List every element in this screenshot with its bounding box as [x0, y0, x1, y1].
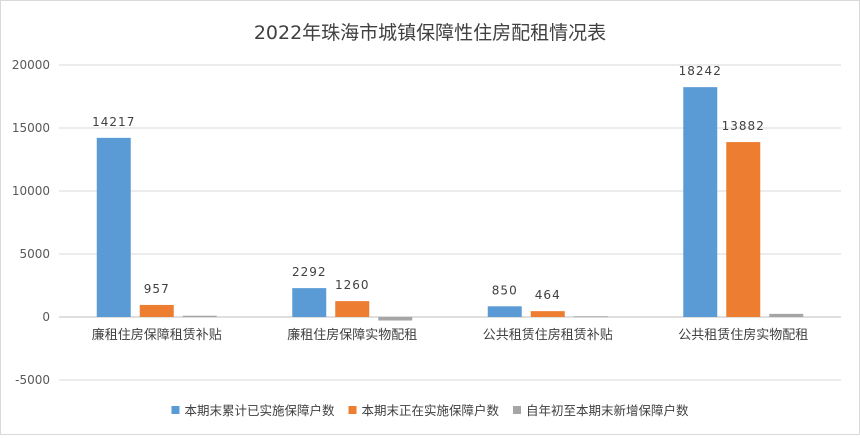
- x-category-label: 公共租赁住房实物配租: [678, 327, 808, 343]
- data-label: 13882: [722, 119, 765, 133]
- data-labels: 14217 957 2292 1260 850 464 18242 13882: [92, 64, 765, 302]
- data-label: 14217: [92, 115, 135, 129]
- legend-swatch: [171, 406, 180, 414]
- bar: [573, 316, 608, 318]
- x-category-label: 公共租赁住房租赁补贴: [483, 327, 613, 343]
- bar: [378, 317, 413, 321]
- bar: [487, 306, 522, 317]
- legend-label: 自年初至本期末新增保障户数: [526, 403, 689, 418]
- chart-title: 2022年珠海市城镇保障性住房配租情况表: [254, 22, 606, 44]
- y-tick-label: 5000: [19, 247, 50, 261]
- legend-swatch: [513, 406, 522, 414]
- y-tick-label: 0: [42, 310, 50, 324]
- bar: [335, 301, 370, 317]
- bar: [139, 304, 174, 317]
- bar: [726, 142, 761, 317]
- legend-swatch: [348, 406, 357, 414]
- x-axis-category-labels: 廉租住房保障租赁补贴 廉租住房保障实物配租 公共租赁住房租赁补贴 公共租赁住房实物配租: [92, 327, 809, 343]
- bar: [683, 87, 718, 317]
- data-label: 850: [492, 283, 518, 297]
- data-label: 957: [144, 282, 170, 296]
- bars: [96, 87, 804, 321]
- data-label: 464: [535, 288, 561, 302]
- y-tick-label: 15000: [12, 121, 50, 135]
- data-label: 18242: [679, 64, 722, 78]
- legend-label: 本期末正在实施保障户数: [361, 403, 499, 418]
- bar: [96, 137, 131, 317]
- y-tick-label: 10000: [12, 184, 50, 198]
- bar: [292, 288, 327, 317]
- bar: [769, 313, 804, 317]
- legend: 本期末累计已实施保障户数 本期末正在实施保障户数 自年初至本期末新增保障户数: [171, 403, 689, 418]
- y-tick-label: 20000: [12, 58, 50, 72]
- bar: [182, 315, 217, 317]
- data-label: 2292: [292, 265, 327, 279]
- y-axis-tick-labels: -5000 0 5000 10000 15000 20000: [12, 58, 50, 387]
- bar: [530, 311, 565, 317]
- legend-label: 本期末累计已实施保障户数: [184, 403, 335, 418]
- x-category-label: 廉租住房保障租赁补贴: [92, 327, 222, 343]
- data-label: 1260: [335, 278, 370, 292]
- x-category-label: 廉租住房保障实物配租: [287, 327, 417, 343]
- y-tick-label: -5000: [15, 373, 50, 387]
